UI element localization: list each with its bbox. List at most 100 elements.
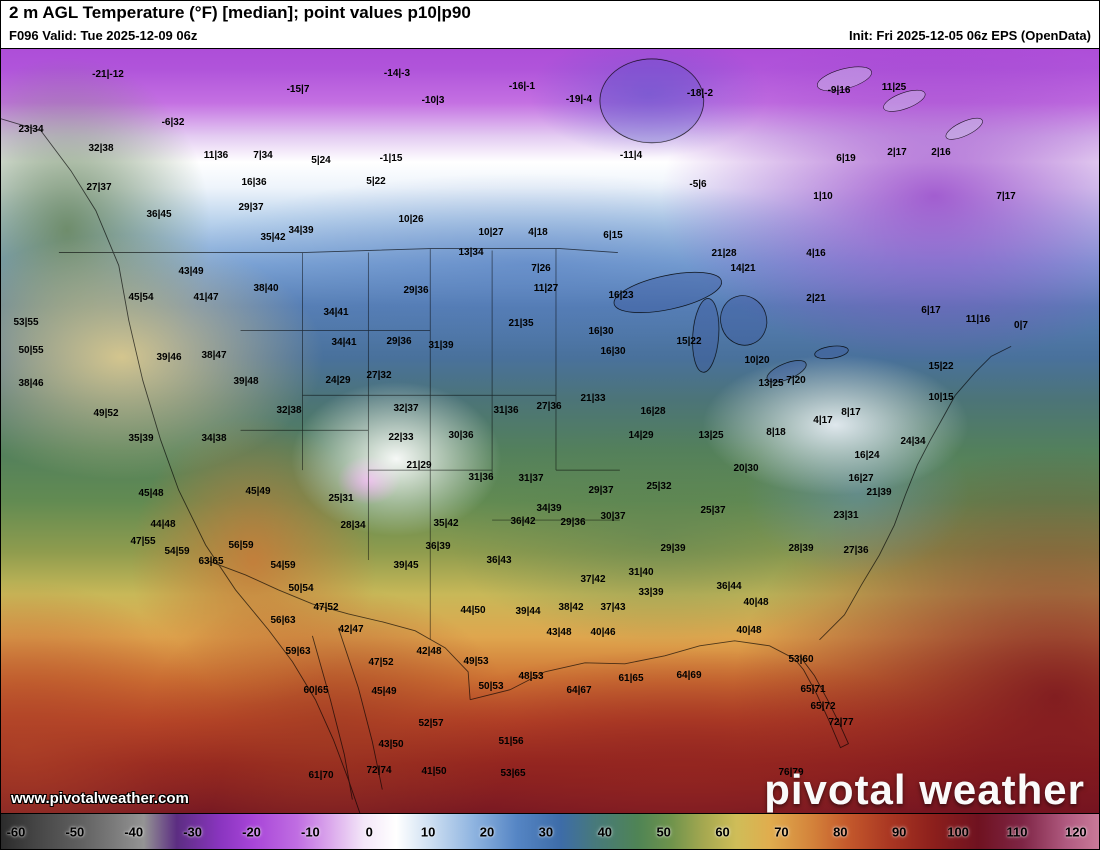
point-value: 4|18 — [528, 227, 548, 238]
point-value: 49|53 — [463, 656, 489, 667]
point-value: 29|37 — [238, 202, 264, 213]
point-value: 50|55 — [18, 345, 44, 356]
point-value: 31|36 — [493, 405, 519, 416]
point-value: 13|25 — [698, 430, 724, 441]
lake-ontario — [814, 345, 849, 360]
point-value: 52|57 — [418, 718, 444, 729]
point-value: 11|16 — [965, 314, 991, 325]
point-value: 2|16 — [931, 147, 951, 158]
lake-michigan — [692, 298, 720, 373]
point-value: 34|39 — [288, 225, 314, 236]
point-value: 30|37 — [600, 511, 626, 522]
point-value: 13|25 — [758, 378, 784, 389]
point-value: 48|53 — [518, 671, 544, 682]
point-value: 4|17 — [813, 415, 833, 426]
point-value: 1|10 — [813, 191, 833, 202]
point-value: 49|52 — [93, 408, 119, 419]
colorbar-tick-label: 20 — [479, 824, 495, 839]
point-value: 5|22 — [366, 176, 386, 187]
colorbar-ticks: -60 -50 -40 -30 -20 -10 0 10 20 30 40 50 60 70 80 90 100… — [1, 814, 1099, 849]
point-value: 32|38 — [88, 143, 114, 154]
point-value: 25|32 — [646, 481, 672, 492]
point-value: 21|28 — [711, 248, 737, 259]
point-value: -9|16 — [827, 85, 851, 96]
point-value: 38|40 — [253, 283, 279, 294]
point-value: 43|49 — [178, 266, 204, 277]
point-value: 16|30 — [600, 346, 626, 357]
point-value: 29|36 — [386, 336, 412, 347]
point-value: 43|48 — [546, 627, 572, 638]
colorbar-tick-label: -60 — [6, 824, 26, 839]
point-value: -21|-12 — [92, 69, 124, 80]
point-value: 38|47 — [201, 350, 227, 361]
point-value: 25|37 — [700, 505, 726, 516]
point-value: 36|45 — [146, 209, 172, 220]
point-value: 36|42 — [510, 516, 536, 527]
point-value: 21|29 — [406, 460, 432, 471]
point-value: 65|71 — [800, 684, 826, 695]
colorbar-tick-label: 120 — [1064, 824, 1087, 839]
colorbar-tick-label: -20 — [242, 824, 261, 839]
point-value: 5|24 — [311, 155, 331, 166]
point-value: 10|26 — [398, 214, 424, 225]
point-value: 27|36 — [536, 401, 562, 412]
point-value: -16|-1 — [508, 81, 536, 92]
colorbar-gradient — [1, 814, 1099, 849]
point-value: 60|65 — [303, 685, 329, 696]
point-value: 23|34 — [18, 124, 44, 135]
gulf-of-california-east — [337, 627, 383, 790]
us-mexico-border — [205, 559, 471, 700]
point-value: 34|41 — [323, 307, 349, 318]
point-value: 16|36 — [241, 177, 267, 188]
point-value: 31|39 — [428, 340, 454, 351]
point-value: 44|50 — [460, 605, 486, 616]
point-value: 14|29 — [628, 430, 654, 441]
point-value: 32|38 — [276, 405, 302, 416]
point-value: 39|46 — [156, 352, 182, 363]
point-value: 29|39 — [660, 543, 686, 554]
point-value: 23|31 — [833, 510, 859, 521]
point-value: 65|72 — [810, 701, 836, 712]
point-value: 16|24 — [854, 450, 880, 461]
point-value: 7|17 — [996, 191, 1016, 202]
point-value: 37|43 — [600, 602, 626, 613]
point-value: 54|59 — [270, 560, 296, 571]
point-value: -15|7 — [286, 84, 310, 95]
coastline-and-borders — [1, 118, 1012, 815]
point-value: 28|34 — [340, 520, 366, 531]
temperature-colorbar: -60 -50 -40 -30 -20 -10 0 10 20 30 40 50 60 70 80 90 100… — [1, 813, 1099, 849]
map-title: 2 m AGL Temperature (°F) [median]; point… — [9, 3, 471, 22]
point-value: 16|27 — [848, 473, 874, 484]
point-value: 43|50 — [378, 739, 404, 750]
point-value: 32|37 — [393, 403, 419, 414]
colorbar-tick-label: -10 — [300, 824, 320, 839]
point-value: 33|39 — [638, 587, 664, 598]
point-value: 16|30 — [588, 326, 614, 337]
point-value: 6|19 — [836, 153, 856, 164]
point-value: 38|42 — [558, 602, 584, 613]
point-value: 21|33 — [580, 393, 606, 404]
point-value: 8|18 — [766, 427, 786, 438]
point-value: 24|29 — [325, 375, 351, 386]
colorbar-tick-label: 70 — [774, 824, 789, 839]
point-value: 36|43 — [486, 555, 512, 566]
point-value: 53|65 — [500, 768, 526, 779]
state-borders-vertical — [302, 248, 557, 640]
point-value: 13|34 — [458, 247, 484, 258]
colorbar-tick-label: 10 — [420, 824, 436, 839]
point-value: 7|26 — [531, 263, 551, 274]
point-value: 40|48 — [743, 597, 769, 608]
point-value: 0|7 — [1014, 320, 1028, 331]
point-value: 27|32 — [366, 370, 392, 381]
point-value: 35|39 — [128, 433, 154, 444]
point-value: 40|46 — [590, 627, 616, 638]
point-value: 31|37 — [518, 473, 544, 484]
point-value: 42|48 — [416, 646, 442, 657]
point-value: 40|48 — [736, 625, 762, 636]
point-value: 2|17 — [887, 147, 907, 158]
header: 2 m AGL Temperature (°F) [median]; point… — [1, 1, 1099, 49]
point-value: 10|27 — [478, 227, 504, 238]
colorbar-tick-label: 50 — [656, 824, 671, 839]
